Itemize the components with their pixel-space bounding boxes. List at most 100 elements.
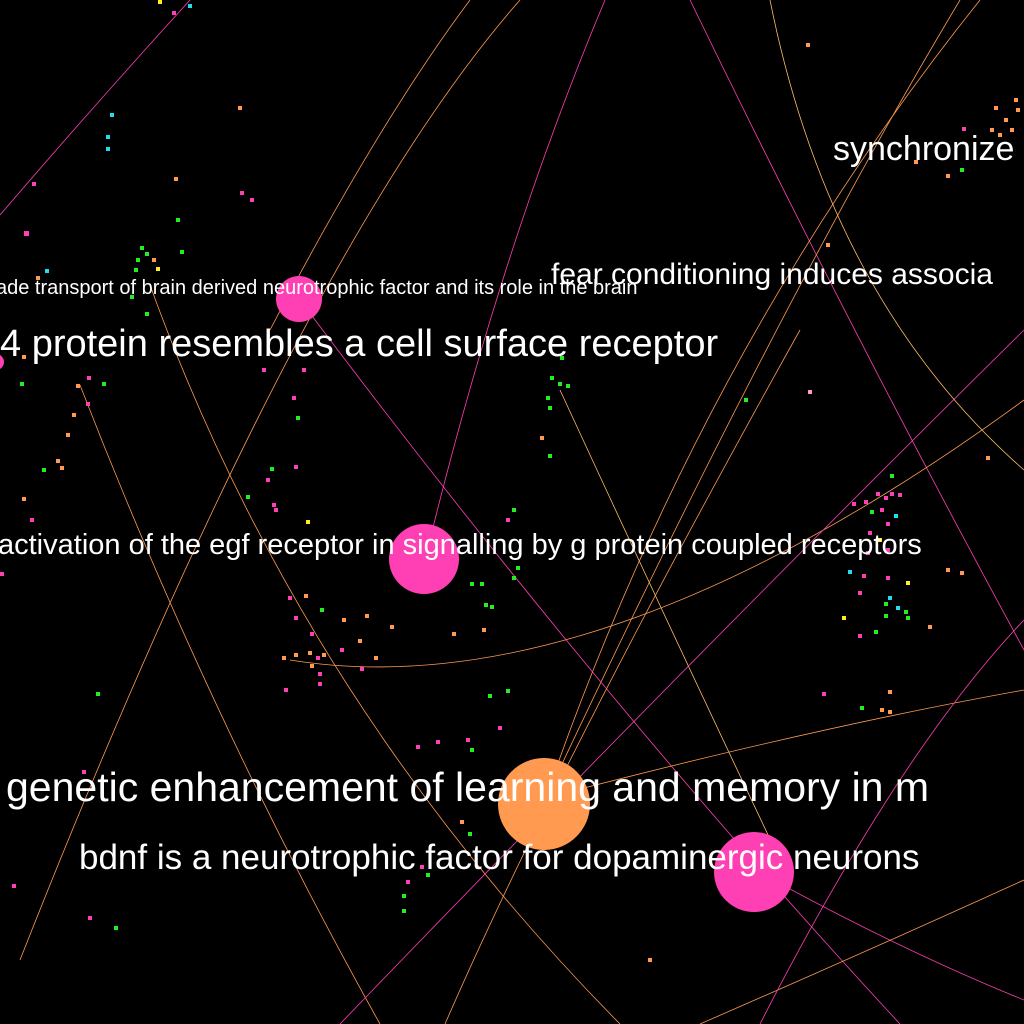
graph-node: [436, 740, 440, 744]
graph-node: [860, 706, 864, 710]
graph-node: [262, 368, 266, 372]
label-bdnf: bdnf is a neurotrophic factor for dopami…: [79, 838, 919, 877]
graph-node: [866, 551, 870, 555]
graph-node: [20, 382, 24, 386]
graph-node: [174, 177, 178, 181]
graph-node: [36, 276, 40, 280]
graph-node: [466, 738, 470, 742]
graph-node: [744, 398, 748, 402]
graph-node: [12, 884, 16, 888]
graph-node: [0, 572, 4, 576]
graph-node: [990, 128, 994, 132]
graph-node: [274, 508, 278, 512]
graph-node: [172, 11, 176, 15]
graph-node: [308, 651, 312, 655]
graph-edge: [149, 284, 621, 1024]
graph-node: [292, 396, 296, 400]
graph-node: [896, 606, 900, 610]
graph-node: [45, 269, 49, 273]
graph-node: [294, 653, 298, 657]
graph-edge: [759, 619, 1024, 1024]
graph-node: [246, 495, 250, 499]
graph-edge: [299, 299, 901, 1024]
graph-node: [402, 909, 406, 913]
graph-node: [420, 865, 424, 869]
graph-node: [886, 548, 890, 552]
graph-node: [512, 576, 516, 580]
graph-node: [320, 608, 324, 612]
graph-node: [250, 198, 254, 202]
graph-node: [102, 382, 106, 386]
graph-node: [66, 433, 70, 437]
graph-edge: [19, 0, 521, 961]
graph-node-large: [498, 758, 590, 850]
graph-node: [282, 656, 286, 660]
graph-node: [30, 518, 34, 522]
graph-node: [1004, 118, 1008, 122]
graph-node: [868, 531, 872, 535]
graph-node: [406, 880, 410, 884]
graph-edge: [79, 384, 381, 1024]
graph-node: [176, 218, 180, 222]
graph-node: [884, 602, 888, 606]
graph-node: [928, 625, 932, 629]
graph-node: [106, 135, 110, 139]
graph-node: [238, 106, 242, 110]
graph-node: [914, 160, 918, 164]
graph-node: [876, 492, 880, 496]
graph-node: [134, 268, 138, 272]
graph-node: [318, 682, 322, 686]
graph-node: [416, 745, 420, 749]
graph-node: [294, 465, 298, 469]
graph-node: [310, 632, 314, 636]
graph-node: [460, 820, 464, 824]
graph-node: [864, 500, 868, 504]
graph-node: [858, 591, 862, 595]
graph-edge: [269, 0, 471, 331]
graph-labels: synchronize fear conditioning induces as…: [0, 130, 1014, 877]
graph-node: [360, 667, 364, 671]
graph-node: [480, 582, 484, 586]
graph-node: [962, 127, 966, 131]
graph-edge: [289, 399, 1024, 668]
graph-node: [826, 243, 830, 247]
graph-node: [340, 648, 344, 652]
graph-node: [270, 467, 274, 471]
graph-node: [24, 231, 29, 236]
graph-node: [452, 632, 456, 636]
graph-node: [946, 568, 950, 572]
graph-node: [72, 413, 76, 417]
graph-node: [986, 456, 990, 460]
graph-node: [888, 596, 892, 600]
graph-node: [890, 474, 894, 478]
graph-node: [272, 503, 276, 507]
graph-node: [374, 656, 378, 660]
graph-node: [96, 692, 100, 696]
graph-node: [82, 770, 86, 774]
graph-node: [1010, 128, 1014, 132]
label-fear-conditioning: fear conditioning induces associa: [551, 258, 993, 291]
graph-node: [306, 520, 310, 524]
graph-node: [848, 570, 852, 574]
graph-node: [560, 356, 564, 360]
graph-node-large: [0, 355, 4, 369]
graph-node: [145, 312, 149, 316]
graph-node: [862, 574, 866, 578]
graph-node: [890, 492, 894, 496]
graph-node: [342, 618, 346, 622]
graph-node: [960, 571, 964, 575]
graph-node: [318, 672, 322, 676]
graph-node: [296, 416, 300, 420]
graph-node: [870, 510, 874, 514]
graph-node: [516, 566, 520, 570]
graph-node: [546, 396, 550, 400]
graph-node: [488, 694, 492, 698]
graph-edge: [424, 0, 606, 561]
graph-node: [302, 368, 306, 372]
graph-node: [898, 493, 902, 497]
graph-node: [156, 267, 160, 271]
label-cell-surface-receptor: 4 protein resembles a cell surface recep…: [0, 323, 718, 365]
graph-node: [512, 508, 516, 512]
graph-node: [158, 0, 162, 4]
